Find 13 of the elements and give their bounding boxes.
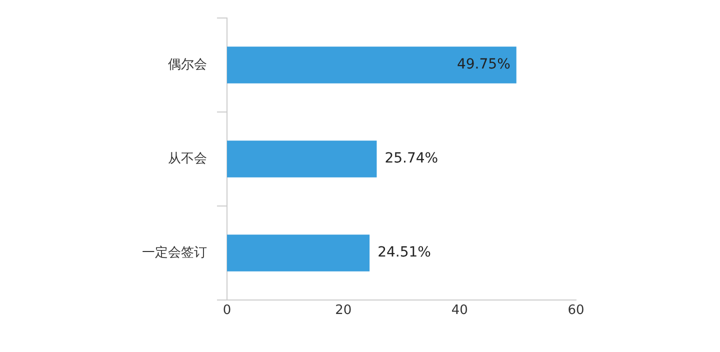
x-tick-label: 0 xyxy=(222,303,232,318)
bar xyxy=(227,140,377,178)
data-label: 24.51% xyxy=(378,244,431,261)
data-label: 49.75% xyxy=(456,56,510,73)
bar xyxy=(227,46,516,84)
y-tick-label: 从不会 xyxy=(168,151,207,166)
y-tick-label: 一定会签订 xyxy=(142,245,207,260)
data-label: 25.74% xyxy=(384,150,438,167)
x-tick-label: 60 xyxy=(568,303,584,318)
y-tick-label: 偶尔会 xyxy=(168,57,207,72)
x-tick-label: 20 xyxy=(335,303,352,318)
x-tick-label: 40 xyxy=(451,303,468,318)
bar xyxy=(227,234,370,272)
